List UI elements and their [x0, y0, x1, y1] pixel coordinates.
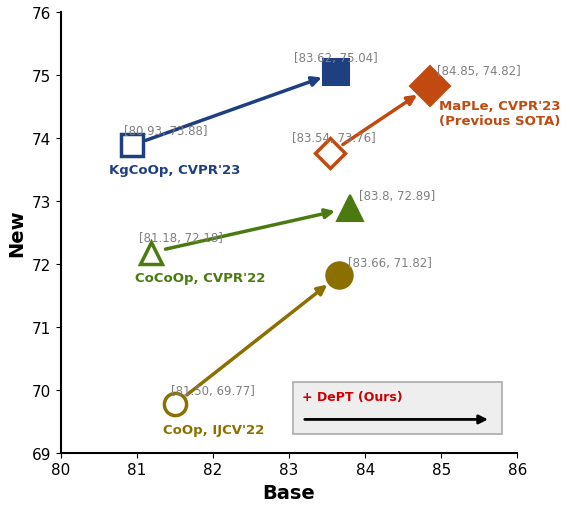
- Text: KgCoOp, CVPR'23: KgCoOp, CVPR'23: [109, 164, 240, 177]
- Text: + DePT (Ours): + DePT (Ours): [302, 390, 402, 404]
- Text: [81.18, 72.18]: [81.18, 72.18]: [139, 231, 223, 244]
- FancyBboxPatch shape: [293, 382, 502, 434]
- Text: [83.66, 71.82]: [83.66, 71.82]: [348, 257, 432, 269]
- Text: [80.93, 73.88]: [80.93, 73.88]: [124, 124, 207, 137]
- Text: [83.54, 73.76]: [83.54, 73.76]: [292, 132, 376, 145]
- X-axis label: Base: Base: [263, 483, 315, 502]
- Text: [84.85, 74.82]: [84.85, 74.82]: [437, 65, 521, 78]
- Text: [83.62, 75.04]: [83.62, 75.04]: [294, 51, 378, 65]
- Text: [81.50, 69.77]: [81.50, 69.77]: [171, 384, 255, 397]
- Text: [83.8, 72.89]: [83.8, 72.89]: [359, 189, 435, 202]
- Text: CoOp, IJCV'22: CoOp, IJCV'22: [164, 423, 264, 436]
- Y-axis label: New: New: [7, 209, 26, 257]
- Text: CoCoOp, CVPR'22: CoCoOp, CVPR'22: [135, 272, 266, 285]
- Text: MaPLe, CVPR'23
(Previous SOTA): MaPLe, CVPR'23 (Previous SOTA): [439, 100, 560, 128]
